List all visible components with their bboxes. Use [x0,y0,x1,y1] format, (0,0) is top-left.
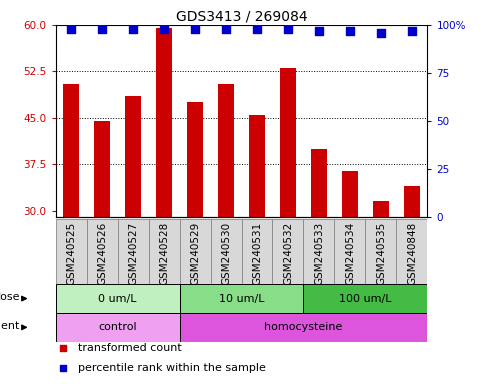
Text: GSM240528: GSM240528 [159,222,169,285]
Text: homocysteine: homocysteine [264,322,342,333]
Point [59,365,67,371]
Text: GSM240527: GSM240527 [128,222,138,285]
Point [129,26,137,32]
Bar [211,219,242,284]
Bar [56,219,86,284]
Bar [303,219,334,284]
Bar [125,96,141,217]
Bar [397,219,427,284]
Point [160,26,168,32]
Text: GSM240534: GSM240534 [345,222,355,285]
Point [346,28,354,34]
Bar [334,219,366,284]
Bar [311,149,327,217]
Text: GSM240533: GSM240533 [314,222,324,285]
Bar [342,170,358,217]
Text: 100 um/L: 100 um/L [339,293,392,304]
Point [67,26,75,32]
Text: control: control [98,322,137,333]
Bar [280,68,296,217]
Bar [249,115,265,217]
Text: GSM240535: GSM240535 [376,222,386,285]
Bar [94,121,110,217]
Text: percentile rank within the sample: percentile rank within the sample [78,363,266,373]
Point [315,28,323,34]
Text: transformed count: transformed count [78,343,182,353]
Text: GSM240531: GSM240531 [252,222,262,285]
Title: GDS3413 / 269084: GDS3413 / 269084 [176,10,307,24]
Bar [404,186,420,217]
Text: GSM240848: GSM240848 [407,222,417,285]
Bar [86,219,117,284]
Bar [373,202,389,217]
Bar [180,219,211,284]
Text: dose: dose [0,292,19,302]
Bar [117,219,149,284]
Bar [63,84,79,217]
Point [98,26,106,32]
Text: GSM240526: GSM240526 [97,222,107,285]
Bar [56,313,180,342]
Point [284,26,292,32]
Point [408,28,416,34]
Point [222,26,230,32]
Bar [149,219,180,284]
Bar [180,313,427,342]
Text: GSM240525: GSM240525 [66,222,76,285]
Bar [242,219,272,284]
Bar [180,284,303,313]
Bar [156,28,172,217]
Point [191,26,199,32]
Bar [366,219,397,284]
Point [253,26,261,32]
Bar [303,284,427,313]
Text: agent: agent [0,321,19,331]
Text: 0 um/L: 0 um/L [98,293,137,304]
Bar [187,103,203,217]
Text: GSM240529: GSM240529 [190,222,200,285]
Point [59,345,67,351]
Bar [218,84,234,217]
Text: GSM240532: GSM240532 [283,222,293,285]
Bar [56,284,180,313]
Text: GSM240530: GSM240530 [221,222,231,285]
Bar [272,219,303,284]
Text: 10 um/L: 10 um/L [219,293,264,304]
Point [377,30,385,36]
